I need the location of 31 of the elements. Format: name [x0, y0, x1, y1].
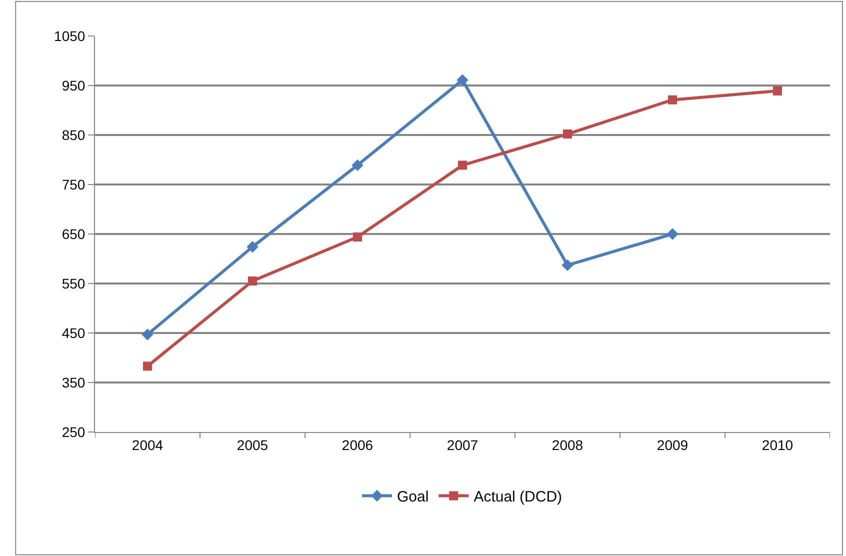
point	[246, 241, 258, 253]
x-tick-label: 2007	[446, 436, 478, 453]
legend-label: Goal	[397, 488, 429, 506]
legend-label: Actual (DCD)	[474, 488, 562, 506]
x-tick-label: 2005	[236, 436, 268, 453]
y-tick-label: 250	[62, 424, 86, 440]
y-tick-label: 650	[62, 226, 86, 242]
x-tick-label: 2006	[342, 436, 374, 453]
x-tick-label: 2008	[552, 436, 584, 453]
point	[143, 362, 152, 371]
y-tick-label: 450	[62, 324, 86, 341]
point	[563, 130, 572, 139]
y-tick-label: 1050	[54, 28, 86, 44]
y-tick-label: 950	[62, 77, 86, 94]
point	[773, 86, 782, 96]
point	[458, 160, 467, 170]
point	[666, 228, 678, 240]
point	[353, 232, 362, 242]
x-tick-label: 2009	[656, 436, 688, 453]
point	[668, 95, 677, 104]
point	[248, 276, 257, 286]
y-tick-label: 350	[62, 374, 86, 390]
x-tick-label: 2010	[762, 436, 794, 453]
point	[352, 159, 364, 172]
y-tick-label: 850	[62, 126, 86, 143]
x-tick-label: 2004	[132, 436, 164, 453]
point	[456, 74, 468, 86]
y-tick-label: 750	[62, 176, 86, 192]
y-tick-label: 550	[62, 275, 86, 292]
point	[562, 259, 574, 272]
point	[142, 328, 154, 340]
